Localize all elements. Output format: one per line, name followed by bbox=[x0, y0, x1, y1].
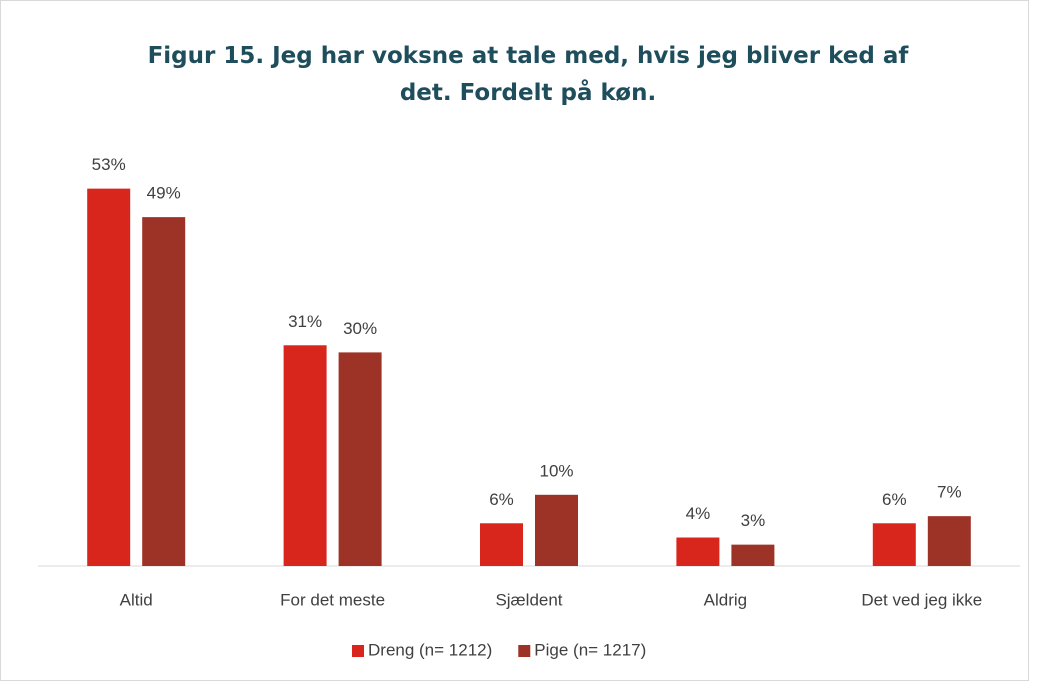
data-label: 30% bbox=[343, 319, 377, 338]
bar bbox=[535, 494, 578, 566]
legend-swatch bbox=[518, 645, 531, 657]
data-label: 6% bbox=[489, 490, 514, 509]
bar bbox=[87, 188, 131, 566]
data-label: 10% bbox=[539, 461, 573, 480]
legend-label: Pige (n= 1217) bbox=[534, 640, 646, 659]
x-tick-label: Aldrig bbox=[704, 590, 747, 609]
bar bbox=[142, 217, 186, 566]
bar bbox=[927, 516, 971, 566]
bar bbox=[338, 352, 382, 566]
data-label: 53% bbox=[92, 155, 126, 174]
data-label: 3% bbox=[741, 511, 766, 530]
x-tick-label: For det meste bbox=[280, 590, 385, 609]
x-tick-label: Sjældent bbox=[495, 590, 562, 609]
data-label: 4% bbox=[686, 504, 711, 523]
data-label: 31% bbox=[288, 312, 322, 331]
bar bbox=[480, 523, 523, 566]
legend-label: Dreng (n= 1212) bbox=[368, 640, 492, 659]
data-label: 49% bbox=[147, 184, 181, 203]
data-label: 6% bbox=[882, 490, 907, 509]
x-tick-label: Altid bbox=[120, 590, 153, 609]
data-label: 7% bbox=[937, 483, 962, 502]
legend-swatch bbox=[352, 645, 364, 657]
chart-title: Figur 15. Jeg har voksne at tale med, hv… bbox=[147, 43, 909, 106]
bar bbox=[872, 523, 916, 566]
bar bbox=[676, 537, 720, 566]
x-tick-label: Det ved jeg ikke bbox=[861, 590, 982, 609]
bar bbox=[731, 544, 775, 566]
bar bbox=[283, 345, 327, 566]
